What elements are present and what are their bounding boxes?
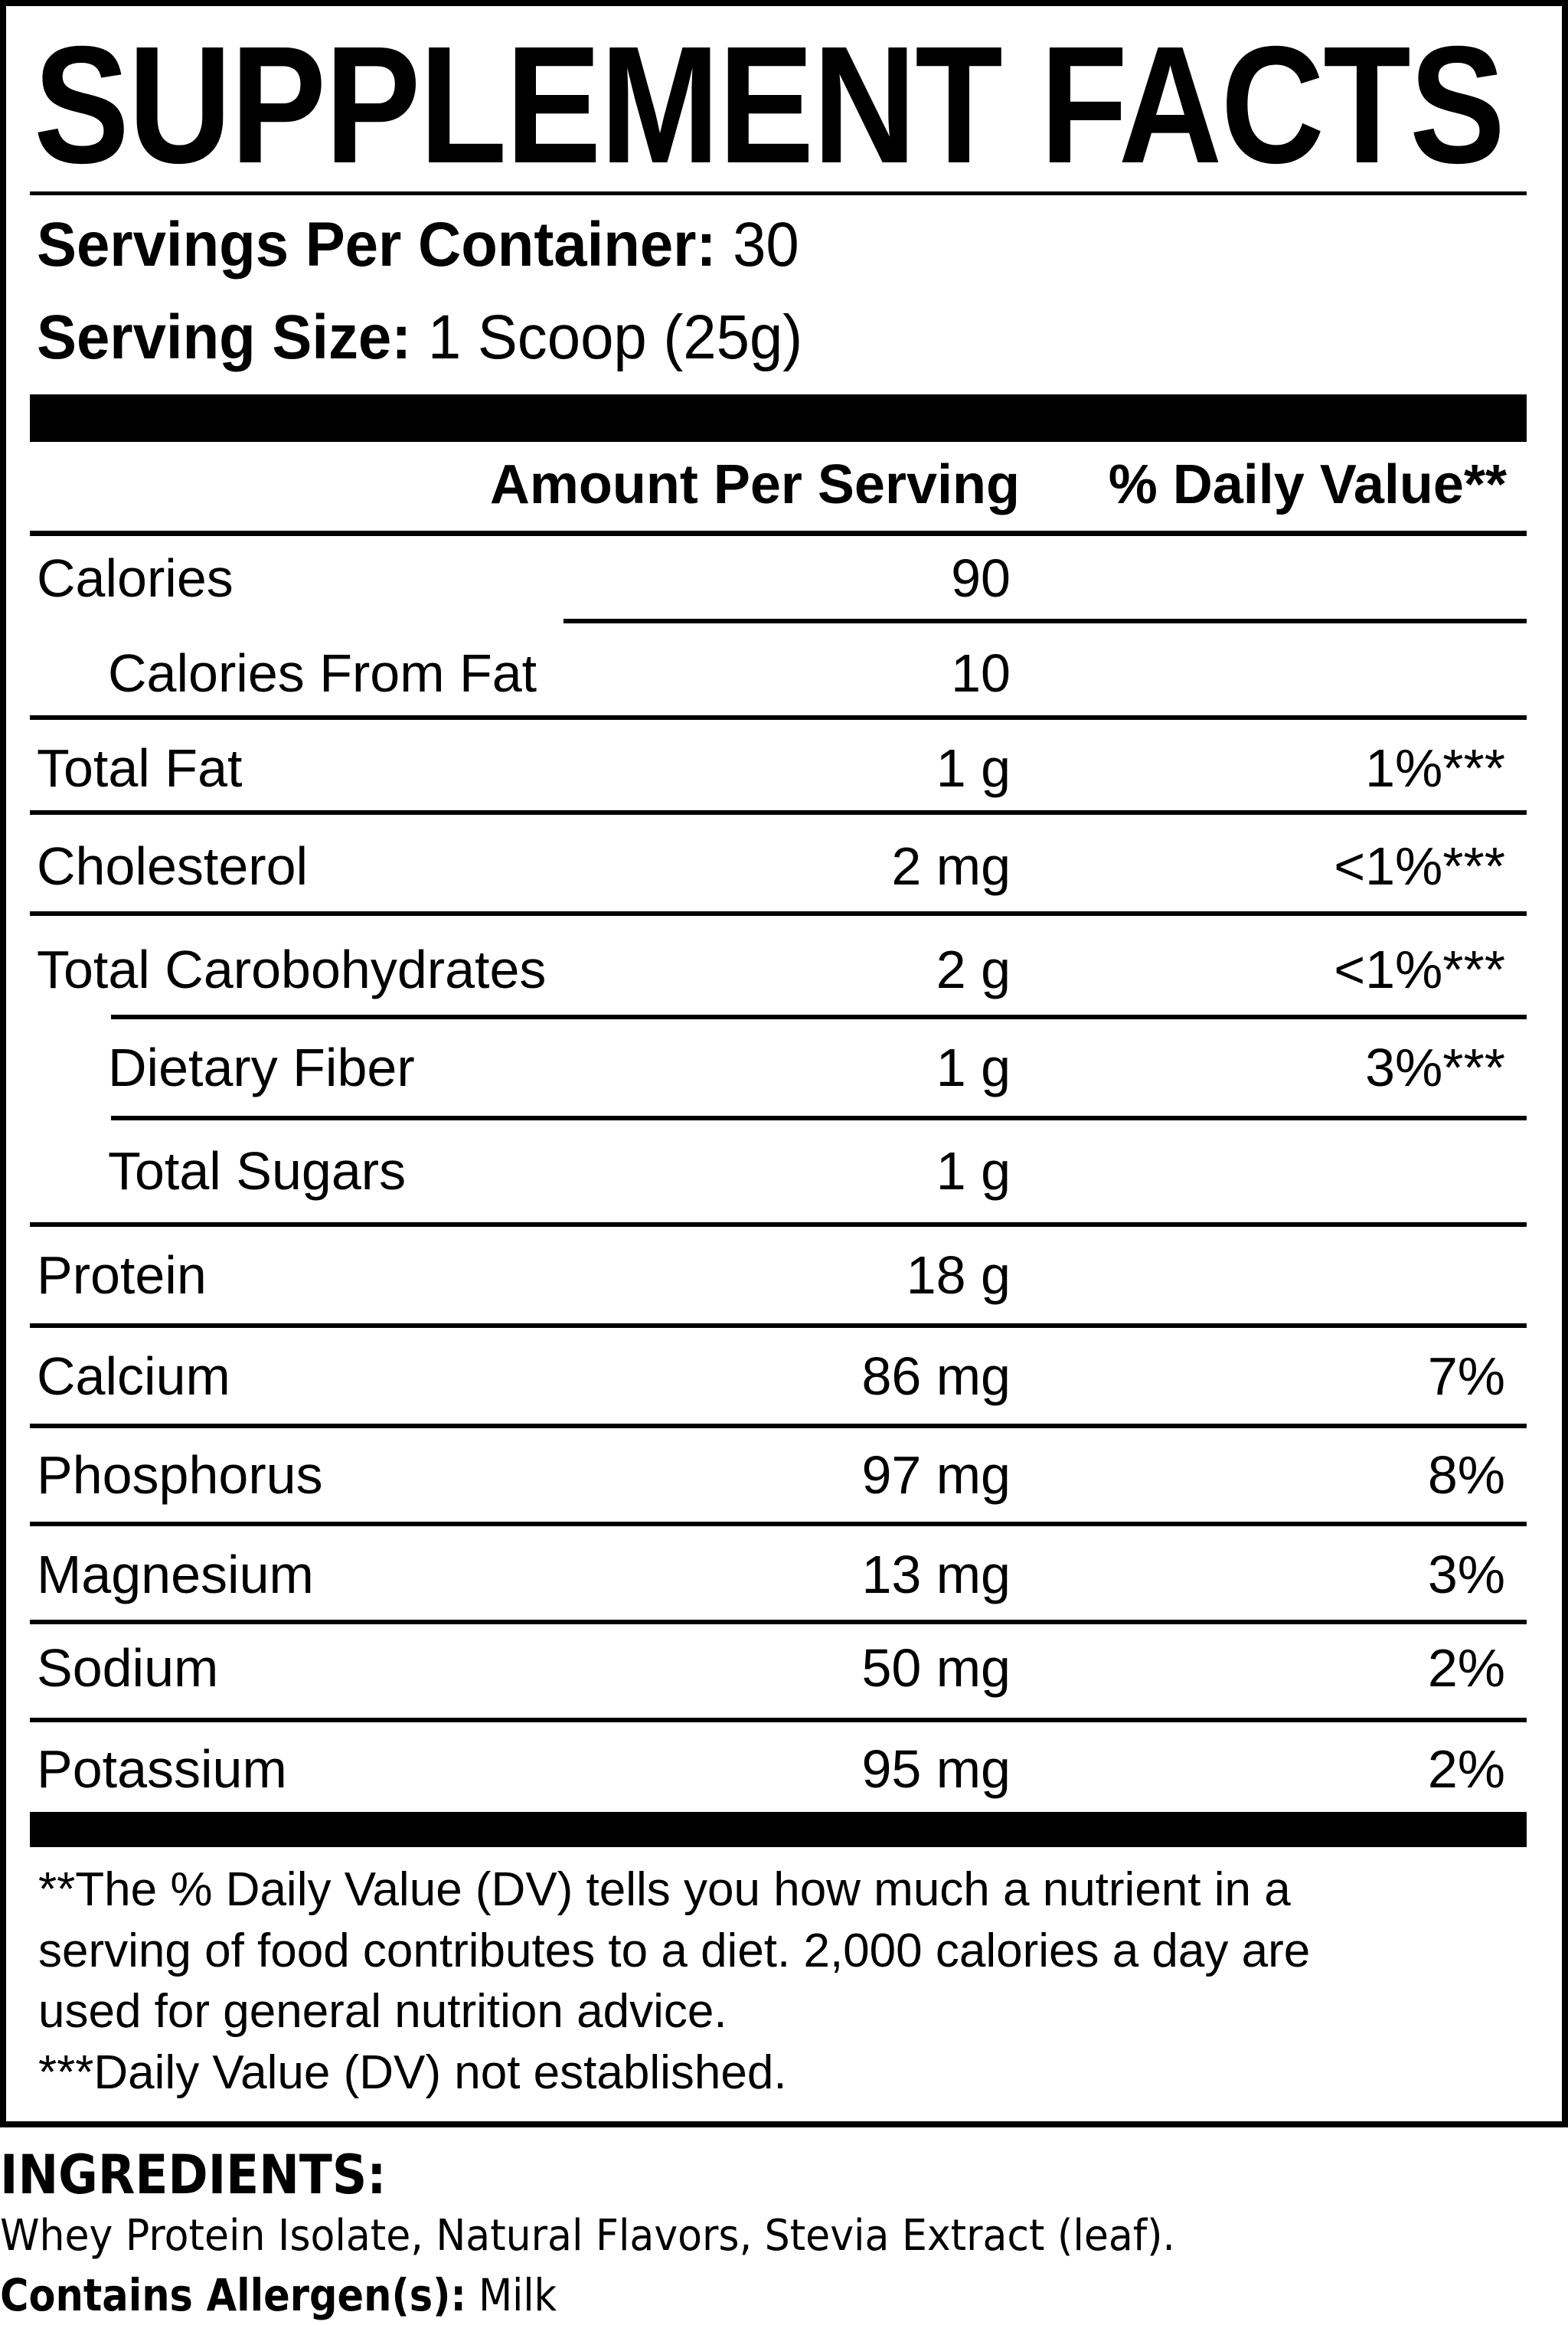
nutrient-name: Total Sugars — [108, 1141, 407, 1201]
nutrient-amount: 1 g — [936, 1038, 1011, 1097]
amount-per-serving-header: Amount Per Serving — [489, 454, 1020, 515]
nutrient-amount: 10 — [951, 643, 1011, 703]
panel-title: SUPPLEMENT FACTS — [34, 12, 1505, 198]
nutrient-name: Potassium — [37, 1739, 287, 1799]
nutrient-name: Total Fat — [37, 738, 243, 798]
nutrient-amount: 90 — [951, 548, 1011, 608]
row-divider — [30, 911, 1527, 916]
ingredients-text: Whey Protein Isolate, Natural Flavors, S… — [0, 2211, 1175, 2261]
nutrient-amount: 97 mg — [861, 1445, 1011, 1505]
allergen-value: Milk — [479, 2269, 557, 2321]
nutrient-name: Phosphorus — [37, 1445, 323, 1505]
row-divider — [111, 1116, 1527, 1120]
serving-size-value: 1 Scoop (25g) — [427, 302, 803, 372]
nutrient-name: Magnesium — [37, 1545, 314, 1604]
nutrient-name: Cholesterol — [37, 836, 309, 896]
row-divider — [30, 715, 1527, 720]
divider — [30, 191, 1527, 195]
nutrient-name: Sodium — [37, 1638, 219, 1698]
divider — [30, 531, 1527, 536]
nutrient-name: Dietary Fiber — [108, 1038, 415, 1097]
nutrient-daily-value: 2% — [1427, 1638, 1505, 1698]
footnote-line: serving of food contributes to a diet. 2… — [38, 1924, 1311, 1977]
nutrient-daily-value: 7% — [1427, 1346, 1505, 1406]
nutrient-daily-value: 3%*** — [1365, 1038, 1505, 1097]
nutrient-daily-value: 3% — [1427, 1545, 1505, 1604]
serving-size: Serving Size: 1 Scoop (25g) — [37, 303, 802, 372]
nutrient-amount: 2 mg — [891, 836, 1011, 896]
footnote-line: used for general nutrition advice. — [38, 1985, 727, 2038]
nutrient-name: Calories From Fat — [108, 643, 537, 703]
nutrient-amount: 18 g — [906, 1245, 1011, 1305]
row-divider — [30, 1620, 1527, 1624]
nutrient-daily-value: <1%*** — [1334, 836, 1505, 896]
thick-divider — [30, 394, 1527, 442]
row-divider — [30, 1424, 1527, 1428]
nutrient-amount: 50 mg — [861, 1638, 1011, 1698]
nutrient-daily-value: <1%*** — [1334, 940, 1505, 999]
servings-per-container: Servings Per Container: 30 — [37, 211, 799, 280]
supplement-facts-panel — [0, 0, 1568, 2127]
row-divider — [30, 1522, 1527, 1526]
nutrient-name: Calories — [37, 548, 234, 608]
servings-label: Servings Per Container: — [37, 210, 717, 280]
serving-size-label: Serving Size: — [37, 302, 412, 372]
row-divider — [564, 619, 1527, 623]
nutrient-amount: 2 g — [936, 940, 1011, 999]
row-divider — [30, 810, 1527, 815]
allergen-label: Contains Allergen(s): — [0, 2269, 466, 2321]
row-divider — [30, 1222, 1527, 1227]
nutrient-name: Total Carobohydrates — [37, 940, 547, 999]
allergen-statement: Contains Allergen(s): Milk — [0, 2267, 557, 2323]
daily-value-header: % Daily Value** — [1108, 454, 1507, 515]
nutrient-daily-value: 1%*** — [1365, 738, 1505, 798]
footnote-line: **The % Daily Value (DV) tells you how m… — [38, 1863, 1291, 1916]
nutrient-name: Calcium — [37, 1346, 230, 1406]
nutrient-amount: 95 mg — [861, 1739, 1011, 1799]
footnote-line: ***Daily Value (DV) not established. — [38, 2046, 787, 2099]
row-divider — [30, 1718, 1527, 1722]
thick-divider — [30, 1812, 1527, 1847]
nutrient-name: Protein — [37, 1245, 207, 1305]
row-divider — [30, 1323, 1527, 1328]
nutrient-daily-value: 8% — [1427, 1445, 1505, 1505]
servings-value: 30 — [733, 210, 799, 280]
ingredients-heading: INGREDIENTS: — [0, 2144, 387, 2206]
nutrient-amount: 1 g — [936, 1141, 1011, 1201]
nutrient-amount: 13 mg — [861, 1545, 1011, 1604]
nutrient-amount: 1 g — [936, 738, 1011, 798]
nutrient-daily-value: 2% — [1427, 1739, 1505, 1799]
nutrient-amount: 86 mg — [861, 1346, 1011, 1406]
row-divider — [111, 1015, 1527, 1019]
